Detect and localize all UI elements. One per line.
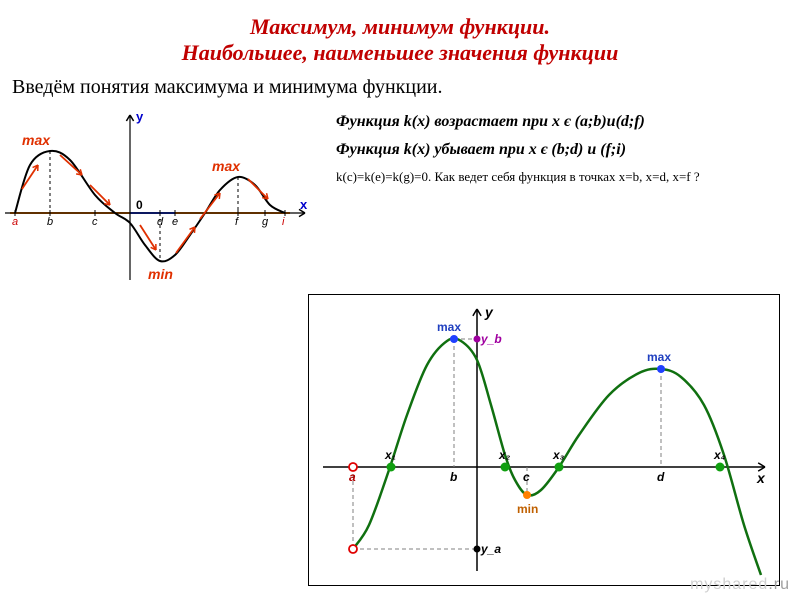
svg-text:x₄: x₄ [713, 448, 726, 462]
svg-text:max: max [647, 350, 671, 364]
svg-text:x₂: x₂ [498, 448, 511, 462]
svg-text:max: max [437, 320, 461, 334]
watermark: myshared.ru [690, 576, 790, 594]
watermark-text: myshared [690, 576, 768, 593]
watermark-suffix: .ru [768, 576, 790, 593]
svg-text:a: a [349, 470, 356, 484]
svg-text:min: min [517, 502, 538, 516]
text-block: Функция k(x) возрастает при x є (a;b)u(d… [330, 105, 800, 185]
svg-text:e: e [172, 216, 178, 228]
decrease-text: Функция k(x) убывает при x є (b;d) u (f;… [336, 141, 800, 159]
svg-text:d: d [157, 216, 164, 228]
svg-text:0: 0 [136, 198, 143, 212]
svg-text:a: a [12, 216, 18, 228]
title-line-2: Наибольшее, наименьшее значения функции [0, 40, 800, 66]
top-row: a b c de f g i y x 0 max max min Функция k(x) возрас… [0, 105, 800, 285]
svg-text:y_a: y_a [480, 542, 501, 556]
increase-text: Функция k(x) возрастает при x є (a;b)u(d… [336, 113, 800, 131]
svg-text:y: y [136, 109, 144, 124]
svg-text:x: x [300, 197, 308, 212]
svg-text:c: c [92, 216, 98, 228]
title-line-1: Максимум, минимум функции. [0, 14, 800, 40]
svg-text:x₁: x₁ [384, 448, 396, 462]
svg-text:x₃: x₃ [552, 448, 565, 462]
page-title: Максимум, минимум функции. Наибольшее, н… [0, 0, 800, 66]
svg-text:i: i [282, 216, 285, 228]
svg-text:f: f [235, 216, 239, 228]
intro-text: Введём понятия максимума и минимума функ… [0, 66, 800, 99]
graph-1: a b c de f g i y x 0 max max min [0, 105, 330, 285]
svg-text:min: min [148, 266, 173, 282]
svg-text:max: max [212, 158, 241, 174]
svg-text:y_b: y_b [480, 332, 502, 346]
svg-text:c: c [523, 470, 530, 484]
svg-text:b: b [450, 470, 457, 484]
svg-text:b: b [47, 216, 53, 228]
svg-text:x: x [756, 470, 766, 486]
svg-text:g: g [262, 216, 269, 228]
svg-text:y: y [484, 304, 494, 320]
svg-text:max: max [22, 132, 51, 148]
svg-text:d: d [657, 470, 665, 484]
question-text: k(c)=k(e)=k(g)=0. Как ведет себя функция… [336, 169, 800, 185]
graph-2: x₁ x₂ x₃ x₄ max min max a b c d y_b y_a y x [308, 294, 780, 586]
